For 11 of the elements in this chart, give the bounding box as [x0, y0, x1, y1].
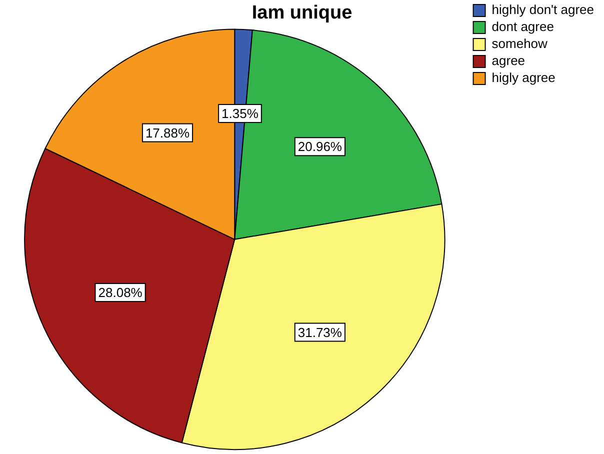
- legend-label: somehow: [492, 36, 548, 52]
- legend-label: agree: [492, 53, 526, 68]
- legend-label: dont agree: [492, 19, 554, 34]
- chart-title: Iam unique: [252, 2, 352, 24]
- data-label: 31.73%: [298, 324, 342, 340]
- legend-label: higly agree: [492, 70, 556, 86]
- data-label: 20.96%: [298, 139, 342, 154]
- data-label: 28.08%: [98, 285, 143, 300]
- legend-label: highly don't agree: [492, 2, 594, 18]
- data-label: 1.35%: [222, 106, 259, 122]
- data-label: 17.88%: [145, 125, 190, 140]
